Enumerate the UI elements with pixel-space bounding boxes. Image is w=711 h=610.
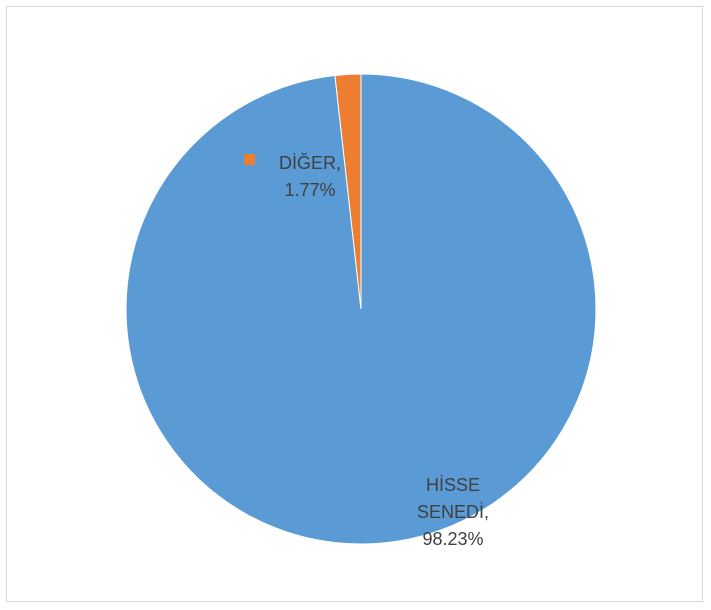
slice-labels: HİSSE SENEDİ, 98.23% DİĞER, 1.77% xyxy=(244,152,489,549)
pie-slice-1 xyxy=(334,73,362,310)
slice-label-1: DİĞER, 1.77% xyxy=(244,152,341,200)
slice-label-line: HİSSE xyxy=(426,475,480,495)
slice-label-line: 1.77% xyxy=(284,180,335,200)
slice-label-line: DİĞER, xyxy=(279,152,341,173)
slice-label-line: SENEDİ, xyxy=(417,502,489,522)
slice-label-0: HİSSE SENEDİ, 98.23% xyxy=(417,475,489,549)
pie-slices xyxy=(125,73,597,545)
slice-label-line: 98.23% xyxy=(422,529,483,549)
slice-label-key-1 xyxy=(244,154,255,165)
